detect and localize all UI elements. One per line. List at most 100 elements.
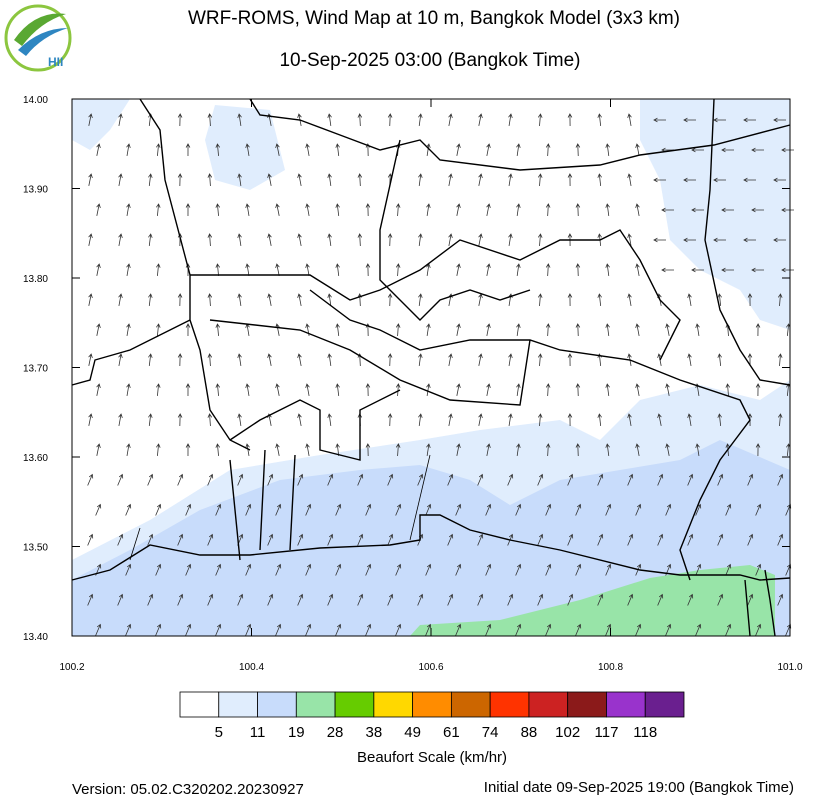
wind-arrow: [96, 203, 101, 216]
wind-arrow: [597, 293, 602, 307]
wind-arrow: [605, 323, 610, 337]
wind-arrow: [118, 173, 123, 186]
wind-arrow: [575, 203, 581, 217]
wind-arrow: [627, 233, 632, 246]
wind-arrow: [275, 503, 282, 516]
wind-arrow: [627, 593, 634, 606]
axis-ticks: 100.2 100.4 100.6 100.8 101.0 14.00 13.90 13.80…: [23, 95, 803, 673]
wind-arrow: [215, 503, 222, 516]
wind-arrow: [215, 623, 222, 636]
wind-arrow: [537, 473, 544, 486]
wind-arrow: [717, 533, 724, 546]
wind-arrow: [395, 203, 401, 217]
wind-arrow: [627, 533, 634, 546]
wind-arrow: [687, 473, 694, 486]
wind-arrow: [177, 293, 183, 307]
wind-arrow: [305, 563, 312, 576]
wind-arrow: [777, 353, 783, 367]
wind-arrow: [743, 177, 756, 183]
wind-arrow: [537, 113, 543, 127]
wind-arrow: [207, 413, 213, 427]
wind-arrow: [781, 207, 794, 213]
wind-arrow: [418, 293, 423, 307]
wind-arrow: [683, 237, 696, 243]
wind-arrow: [237, 593, 244, 606]
wind-arrow: [305, 383, 310, 396]
wind-arrow: [177, 593, 184, 606]
wind-arrow: [575, 143, 581, 157]
wind-arrow: [335, 203, 340, 217]
wind-arrow: [653, 237, 666, 243]
colorbar-swatch: [606, 691, 646, 718]
river: [129, 454, 431, 561]
wind-arrow: [395, 323, 401, 337]
wind-arrow: [185, 623, 192, 636]
wind-arrow: [327, 113, 332, 126]
colorbar-label: 102: [555, 724, 580, 741]
wind-arrow: [635, 203, 640, 216]
wind-arrow: [207, 533, 214, 546]
colorbar-swatch: [179, 691, 220, 718]
wind-arrow: [215, 203, 221, 217]
map-area: [71, 98, 794, 637]
colorbar-swatch: [644, 691, 685, 718]
wind-arrow: [777, 473, 784, 486]
wind-arrow: [597, 533, 604, 546]
wind-arrow: [275, 263, 280, 276]
wind-arrow: [537, 533, 544, 546]
wind-arrow: [245, 383, 250, 396]
wind-arrow: [297, 293, 302, 306]
wind-arrow: [567, 113, 573, 127]
wind-arrow: [448, 173, 453, 186]
wind-arrow: [297, 353, 302, 366]
wind-arrow: [478, 413, 483, 426]
wind-arrow: [687, 533, 694, 546]
wind-arrow: [537, 413, 543, 427]
wind-arrow: [207, 353, 213, 367]
wind-arrow: [773, 177, 786, 183]
colorbar: 5 11 19 28 38 49 61 74 88 102 117 118: [179, 691, 685, 741]
wind-arrow: [516, 443, 521, 456]
wind-region: [205, 105, 285, 190]
wind-arrow: [267, 353, 272, 366]
colorbar-label: 5: [215, 724, 223, 741]
wind-arrow: [747, 593, 754, 606]
wind-arrow: [507, 593, 514, 606]
wind-arrow: [395, 563, 402, 576]
x-tick-label: 100.4: [239, 662, 264, 673]
wind-arrow: [717, 353, 722, 367]
wind-arrow: [418, 233, 423, 247]
wind-arrow: [605, 203, 610, 217]
wind-arrow: [486, 143, 491, 156]
wind-arrow: [687, 593, 694, 606]
wind-arrow: [777, 533, 784, 546]
wind-arrow: [773, 117, 786, 123]
wind-arrow: [456, 323, 461, 336]
wind-arrow: [665, 383, 670, 396]
district-boundary: [249, 98, 791, 171]
wind-arrow: [516, 323, 521, 336]
wind-arrow: [635, 143, 640, 156]
wind-arrow: [426, 143, 431, 156]
wind-arrow: [237, 413, 242, 426]
wind-arrow: [781, 267, 794, 273]
district-boundary: [309, 289, 751, 581]
wind-arrow: [575, 503, 582, 516]
wind-arrow: [96, 143, 101, 156]
wind-arrow: [155, 623, 162, 636]
wind-arrow: [683, 117, 696, 123]
colorbar-swatch: [567, 691, 607, 718]
wind-arrow: [156, 383, 161, 397]
map-title: WRF-ROMS, Wind Map at 10 m, Bangkok Mode…: [188, 8, 680, 29]
wind-arrow: [387, 593, 394, 606]
wind-arrow: [118, 293, 123, 306]
wind-arrow: [395, 503, 402, 516]
wind-arrow: [357, 113, 363, 127]
wind-arrow: [275, 623, 282, 636]
wind-arrow: [395, 443, 401, 457]
wind-arrow: [657, 593, 664, 606]
wind-arrow: [185, 143, 191, 157]
wind-arrow: [605, 503, 612, 516]
wind-arrow: [597, 173, 602, 187]
wind-arrow: [177, 353, 183, 367]
